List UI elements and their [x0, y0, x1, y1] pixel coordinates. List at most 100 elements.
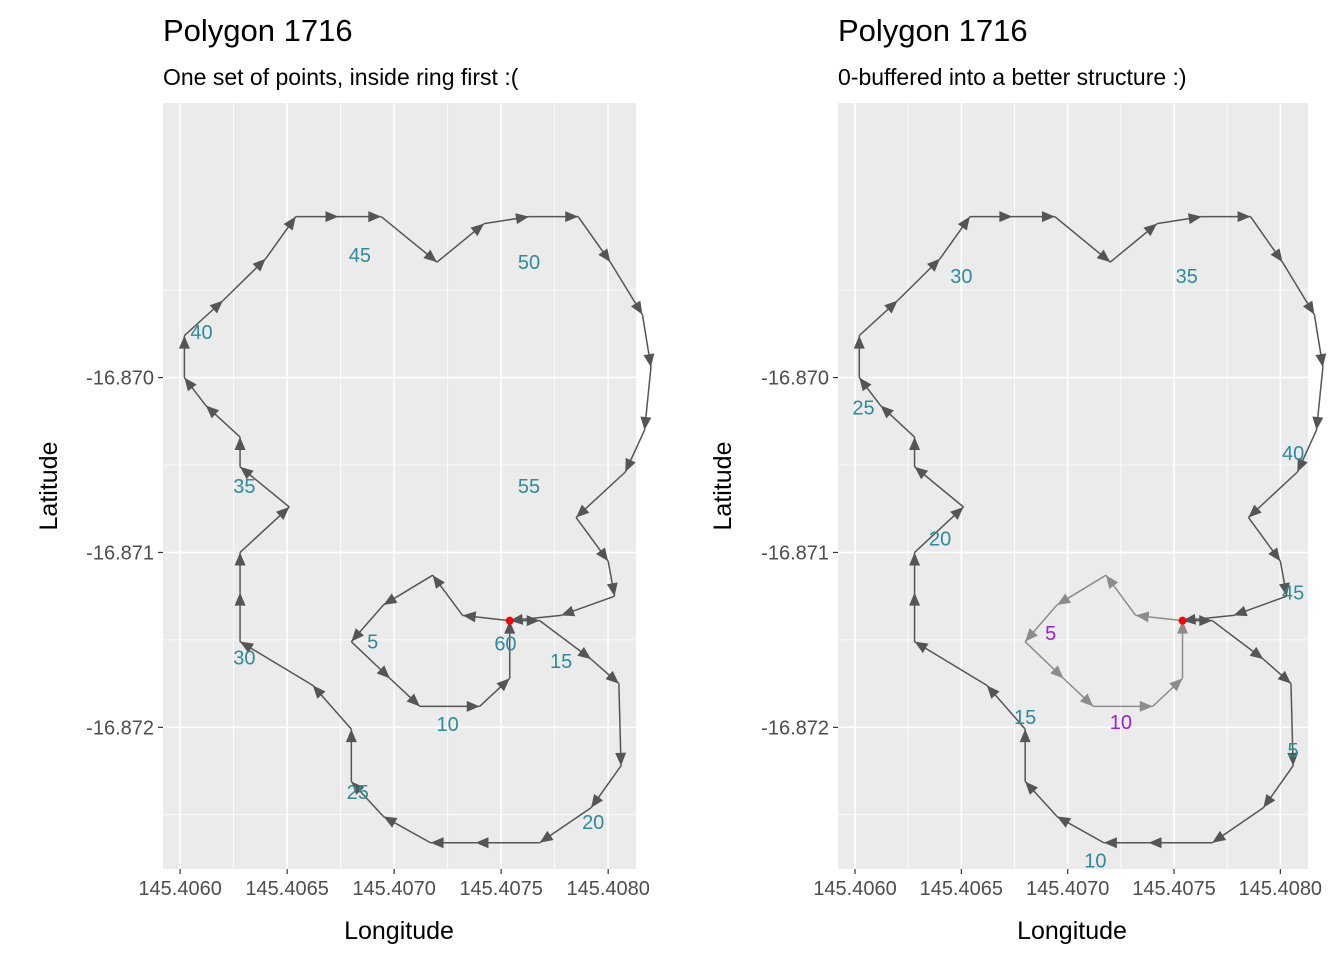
ring-arrowhead [325, 211, 339, 223]
ring-arrowhead [376, 665, 390, 679]
vertex-label: 25 [347, 782, 369, 804]
ring-arrowhead [351, 781, 365, 795]
vertex-label: 5 [1288, 740, 1299, 762]
ring-arrowhead [1050, 665, 1064, 679]
ring-arrowhead [475, 837, 489, 849]
ring-arrowhead [496, 678, 510, 692]
ring-arrowhead [1148, 837, 1162, 849]
vertex-label: 55 [518, 476, 540, 498]
ring-outer [178, 211, 655, 849]
x-tick-label: 145.4065 [920, 878, 1003, 900]
ring-arrowhead [880, 405, 894, 419]
x-tick-label: 145.4070 [1026, 878, 1109, 900]
panel-right: Polygon 1716 0-buffered into a better st… [709, 13, 1327, 945]
ring-arrowhead [1315, 353, 1327, 368]
vertex-label: 30 [950, 266, 972, 288]
ring-arrowhead [565, 211, 579, 223]
vertex-label: 35 [233, 476, 255, 498]
ring-arrowhead [1302, 300, 1315, 315]
ring-arrowhead [1287, 752, 1299, 766]
ring-arrowhead [1187, 213, 1202, 225]
ring-arrowhead [1233, 605, 1248, 617]
ring-arrowhead [1312, 416, 1324, 431]
vertex-label: 10 [1110, 712, 1132, 734]
ring-arrowhead [1025, 628, 1038, 642]
ring-arrowhead [606, 582, 618, 597]
ring-arrowhead [1297, 457, 1308, 473]
y-axis-label: Latitude [35, 442, 63, 531]
ring-arrowhead [909, 592, 921, 606]
vertex-labels: 5 10 15 20 25 30 35 40 45 50 55 60 [190, 245, 604, 834]
ring-arrowhead [986, 685, 1000, 699]
ring-outer [853, 211, 1327, 849]
vertex-label: 45 [349, 245, 371, 267]
ring-arrowhead [345, 729, 357, 743]
ring-arrowhead [950, 506, 964, 520]
ring-arrowhead [859, 377, 872, 392]
ring-arrowhead [1057, 593, 1072, 605]
ring-inner [350, 574, 516, 712]
ring-arrowhead [1025, 781, 1038, 795]
panel-subtitle: 0-buffered into a better structure :) [838, 64, 1187, 90]
panel-left: Polygon 1716 One set of points, inside r… [35, 13, 655, 945]
ring-arrowhead [1143, 223, 1158, 237]
y-tick-label: -16.872 [761, 717, 829, 739]
x-tick-labels: 145.4060 145.4065 145.4070 145.4075 145.4080 [138, 869, 650, 900]
ring-arrowhead [240, 466, 254, 480]
vertex-label: 40 [1282, 443, 1304, 465]
ring-edge [239, 641, 314, 687]
ring-arrowhead [576, 504, 590, 518]
y-tick-label: -16.870 [86, 368, 154, 390]
ring-arrowhead [368, 211, 382, 223]
start-point-marker [1178, 616, 1187, 625]
ring-arrowhead [591, 794, 604, 808]
x-tick-label: 145.4080 [1239, 878, 1322, 900]
ring-arrowhead [1182, 613, 1197, 625]
ring-arrowhead [1212, 830, 1227, 843]
ring-arrowhead [914, 466, 929, 480]
vertex-label: 35 [1176, 266, 1198, 288]
panel-title: Polygon 1716 [838, 13, 1028, 48]
ring-arrowhead [1248, 504, 1262, 518]
ring-arrowhead [383, 593, 398, 605]
vertex-label: 50 [518, 252, 540, 274]
x-tick-label: 145.4070 [352, 878, 435, 900]
x-axis-label: Longitude [344, 917, 454, 945]
vertex-label: 5 [1045, 623, 1056, 645]
ring-arrowhead [561, 605, 576, 617]
ring-arrowhead [432, 575, 445, 589]
y-tick-label: -16.872 [86, 717, 154, 739]
vertex-label: 15 [550, 651, 572, 673]
ring-arrowhead [999, 211, 1013, 223]
ring-arrowhead [252, 258, 266, 272]
ring-arrowhead [509, 613, 524, 625]
ring-arrowhead [283, 216, 296, 231]
ring-arrowhead [926, 258, 941, 272]
ring-arrowhead [178, 335, 190, 349]
y-axis-label: Latitude [709, 442, 737, 531]
ring-arrowhead [596, 547, 609, 562]
ring-arrowhead [884, 300, 898, 314]
ring-arrowhead [643, 353, 655, 368]
ring-arrowhead [598, 248, 611, 263]
y-tick-labels: -16.870 -16.871 -16.872 [86, 368, 163, 739]
ring-arrowhead [209, 300, 223, 314]
vertex-label: 5 [367, 632, 378, 654]
ring-edge [618, 683, 622, 766]
ring-arrowhead [625, 457, 636, 473]
vertex-label: 20 [582, 812, 604, 834]
polygon-marks [178, 211, 655, 849]
x-tick-label: 145.4075 [459, 878, 542, 900]
y-tick-label: -16.871 [86, 542, 154, 564]
vertex-label: 45 [1282, 583, 1304, 605]
x-tick-labels: 145.4060 145.4065 145.4070 145.4075 145.4080 [813, 869, 1322, 900]
ring-arrowhead [853, 335, 865, 349]
ring-arrowhead [605, 670, 619, 684]
vertex-label: 10 [437, 714, 459, 736]
vertex-label: 15 [1014, 707, 1036, 729]
ring-arrowhead [1237, 211, 1251, 223]
ring-arrowhead [504, 620, 516, 634]
ring-arrowhead [430, 837, 444, 849]
gridlines [838, 103, 1308, 869]
ring-arrowhead [423, 249, 437, 263]
